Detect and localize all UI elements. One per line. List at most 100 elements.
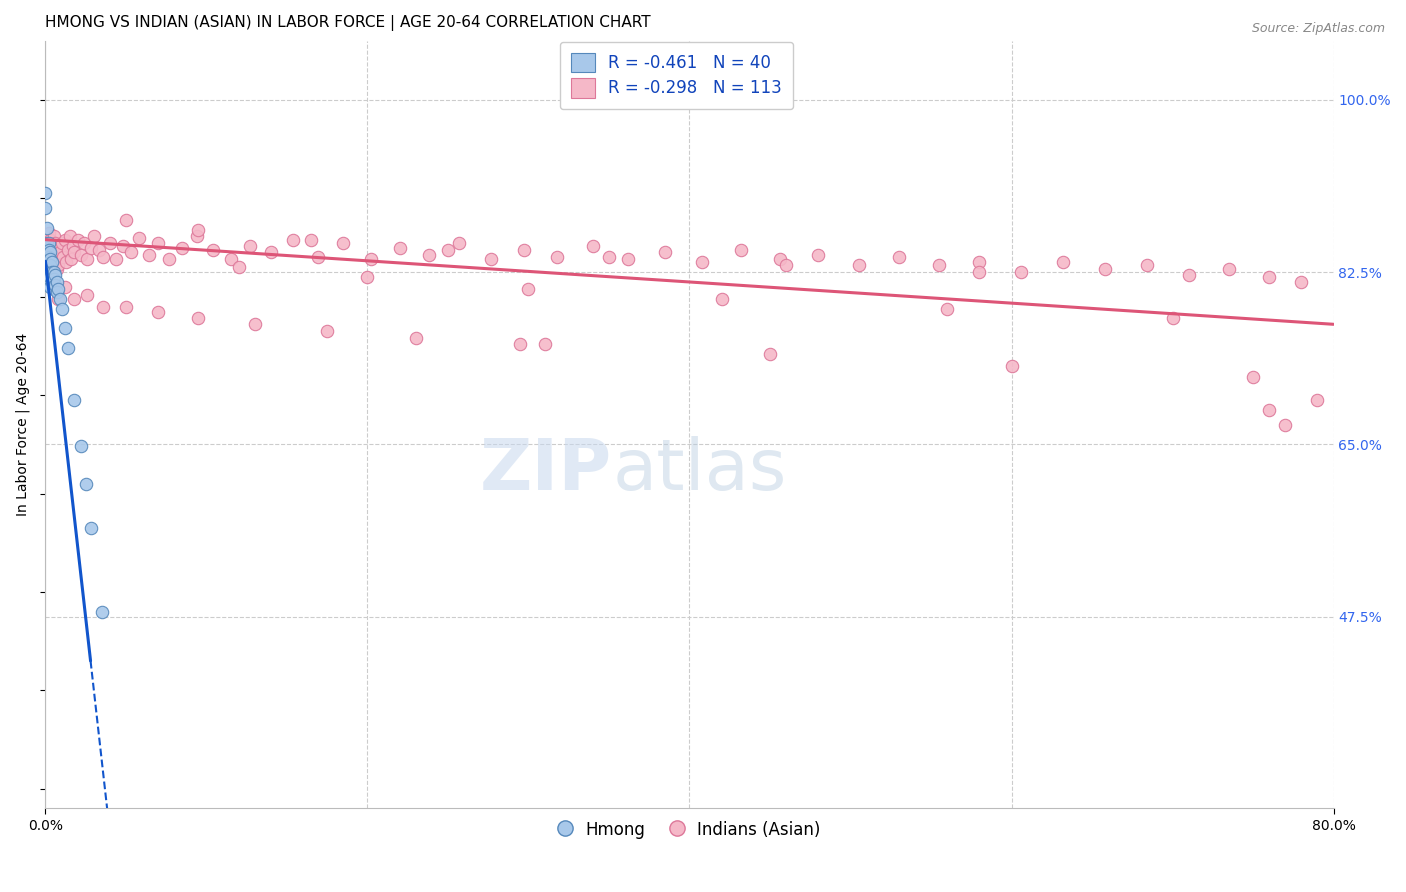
- Point: [38, 251, 60, 265]
- Point: [41, 241, 63, 255]
- Point: [1161, 311, 1184, 326]
- Point: [56, 243, 79, 257]
- Point: [38, 265, 60, 279]
- Point: [692, 255, 714, 269]
- Point: [307, 251, 329, 265]
- Point: [769, 252, 792, 267]
- Point: [34, 201, 56, 215]
- Point: [1218, 262, 1240, 277]
- Point: [87, 243, 110, 257]
- Point: [53, 321, 76, 335]
- Y-axis label: In Labor Force | Age 20-64: In Labor Force | Age 20-64: [15, 333, 30, 516]
- Point: [418, 248, 440, 262]
- Point: [35, 235, 58, 250]
- Point: [1258, 403, 1281, 417]
- Point: [1274, 417, 1296, 432]
- Point: [928, 258, 950, 272]
- Point: [201, 243, 224, 257]
- Legend: Hmong, Indians (Asian): Hmong, Indians (Asian): [553, 814, 827, 847]
- Point: [1094, 262, 1116, 277]
- Point: [41, 255, 63, 269]
- Point: [1010, 265, 1032, 279]
- Point: [44, 235, 66, 250]
- Point: [35, 260, 58, 275]
- Point: [546, 251, 568, 265]
- Point: [654, 245, 676, 260]
- Point: [41, 275, 63, 289]
- Point: [41, 265, 63, 279]
- Point: [79, 241, 101, 255]
- Point: [120, 245, 142, 260]
- Point: [42, 228, 65, 243]
- Point: [105, 252, 128, 267]
- Point: [1052, 255, 1074, 269]
- Text: HMONG VS INDIAN (ASIAN) IN LABOR FORCE | AGE 20-64 CORRELATION CHART: HMONG VS INDIAN (ASIAN) IN LABOR FORCE |…: [45, 15, 651, 31]
- Point: [517, 282, 540, 296]
- Point: [70, 248, 93, 262]
- Point: [53, 233, 76, 247]
- Point: [42, 252, 65, 267]
- Point: [63, 245, 86, 260]
- Point: [52, 251, 75, 265]
- Point: [42, 282, 65, 296]
- Point: [62, 238, 84, 252]
- Point: [48, 282, 70, 296]
- Point: [1258, 270, 1281, 285]
- Point: [138, 248, 160, 262]
- Point: [775, 258, 797, 272]
- Point: [617, 252, 640, 267]
- Point: [35, 265, 58, 279]
- Point: [260, 245, 283, 260]
- Point: [90, 605, 112, 619]
- Point: [360, 252, 382, 267]
- Point: [48, 292, 70, 306]
- Point: [186, 228, 208, 243]
- Point: [1241, 370, 1264, 384]
- Point: [936, 301, 959, 316]
- Point: [1136, 258, 1159, 272]
- Point: [45, 262, 67, 277]
- Point: [228, 260, 250, 275]
- Point: [45, 243, 67, 257]
- Point: [38, 226, 60, 240]
- Point: [59, 228, 82, 243]
- Point: [969, 265, 991, 279]
- Point: [115, 300, 138, 314]
- Point: [66, 233, 89, 247]
- Point: [38, 270, 60, 285]
- Point: [1306, 393, 1329, 408]
- Point: [55, 255, 77, 269]
- Point: [60, 252, 83, 267]
- Point: [449, 235, 471, 250]
- Point: [299, 233, 322, 247]
- Point: [187, 311, 209, 326]
- Point: [38, 243, 60, 257]
- Point: [512, 243, 534, 257]
- Point: [243, 318, 266, 332]
- Point: [39, 270, 62, 285]
- Point: [34, 186, 56, 201]
- Point: [710, 292, 733, 306]
- Point: [332, 235, 354, 250]
- Point: [35, 270, 58, 285]
- Point: [1000, 359, 1022, 373]
- Point: [38, 235, 60, 250]
- Point: [42, 272, 65, 286]
- Point: [44, 260, 66, 275]
- Point: [83, 228, 105, 243]
- Point: [79, 521, 101, 535]
- Point: [38, 258, 60, 272]
- Point: [39, 233, 62, 247]
- Point: [93, 251, 115, 265]
- Point: [39, 252, 62, 267]
- Point: [969, 255, 991, 269]
- Point: [70, 439, 93, 453]
- Point: [582, 238, 605, 252]
- Point: [44, 277, 66, 292]
- Point: [405, 331, 427, 345]
- Point: [48, 258, 70, 272]
- Point: [38, 265, 60, 279]
- Point: [887, 251, 910, 265]
- Point: [128, 230, 150, 244]
- Text: atlas: atlas: [612, 436, 786, 505]
